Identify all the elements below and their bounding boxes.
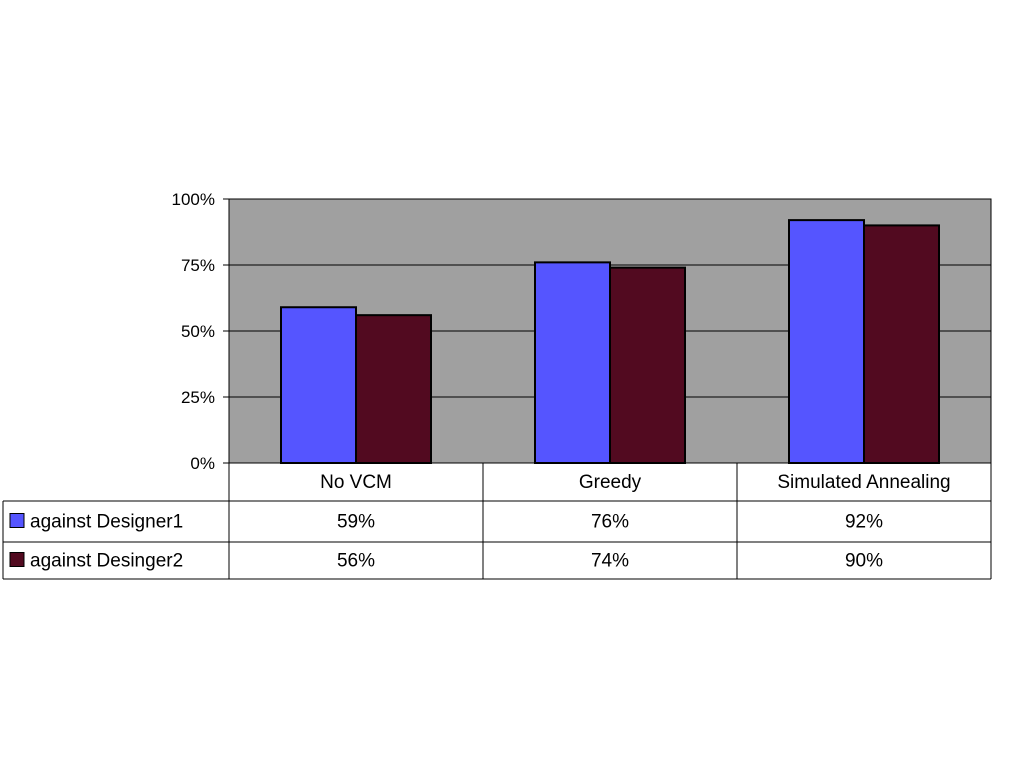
y-tick-marks [223,198,229,464]
bar [355,314,432,464]
bar [280,306,357,464]
category-labels: No VCM Greedy Simulated Annealing [320,472,951,493]
bar [788,219,865,464]
y-tick-label: 100% [172,190,215,209]
data-table-grid [2,199,992,580]
category-label: Greedy [579,472,642,493]
legend-label: against Desinger2 [30,551,183,572]
legend-swatch [9,552,25,567]
category-label: Simulated Annealing [777,472,950,493]
y-tick-labels: 0% 25% 50% 75% 100% [172,190,215,473]
data-table-legend: against Designer1 against Desinger2 [9,512,183,572]
data-table-value: 76% [591,512,629,533]
y-tick-label: 25% [181,388,215,407]
data-table-value: 90% [845,551,883,572]
y-tick-label: 0% [190,454,215,473]
bar [534,261,611,464]
category-label: No VCM [320,472,392,493]
data-table-value: 74% [591,551,629,572]
bar [863,224,940,464]
bar [609,266,686,465]
legend-label: against Designer1 [30,512,183,533]
legend-swatch [9,513,25,528]
data-table-value: 59% [337,512,375,533]
y-tick-label: 50% [181,322,215,341]
data-table-value: 92% [845,512,883,533]
data-table-values: 59% 76% 92% 56% 74% 90% [337,512,883,572]
y-tick-label: 75% [181,256,215,275]
bars [280,219,940,465]
data-table-value: 56% [337,551,375,572]
